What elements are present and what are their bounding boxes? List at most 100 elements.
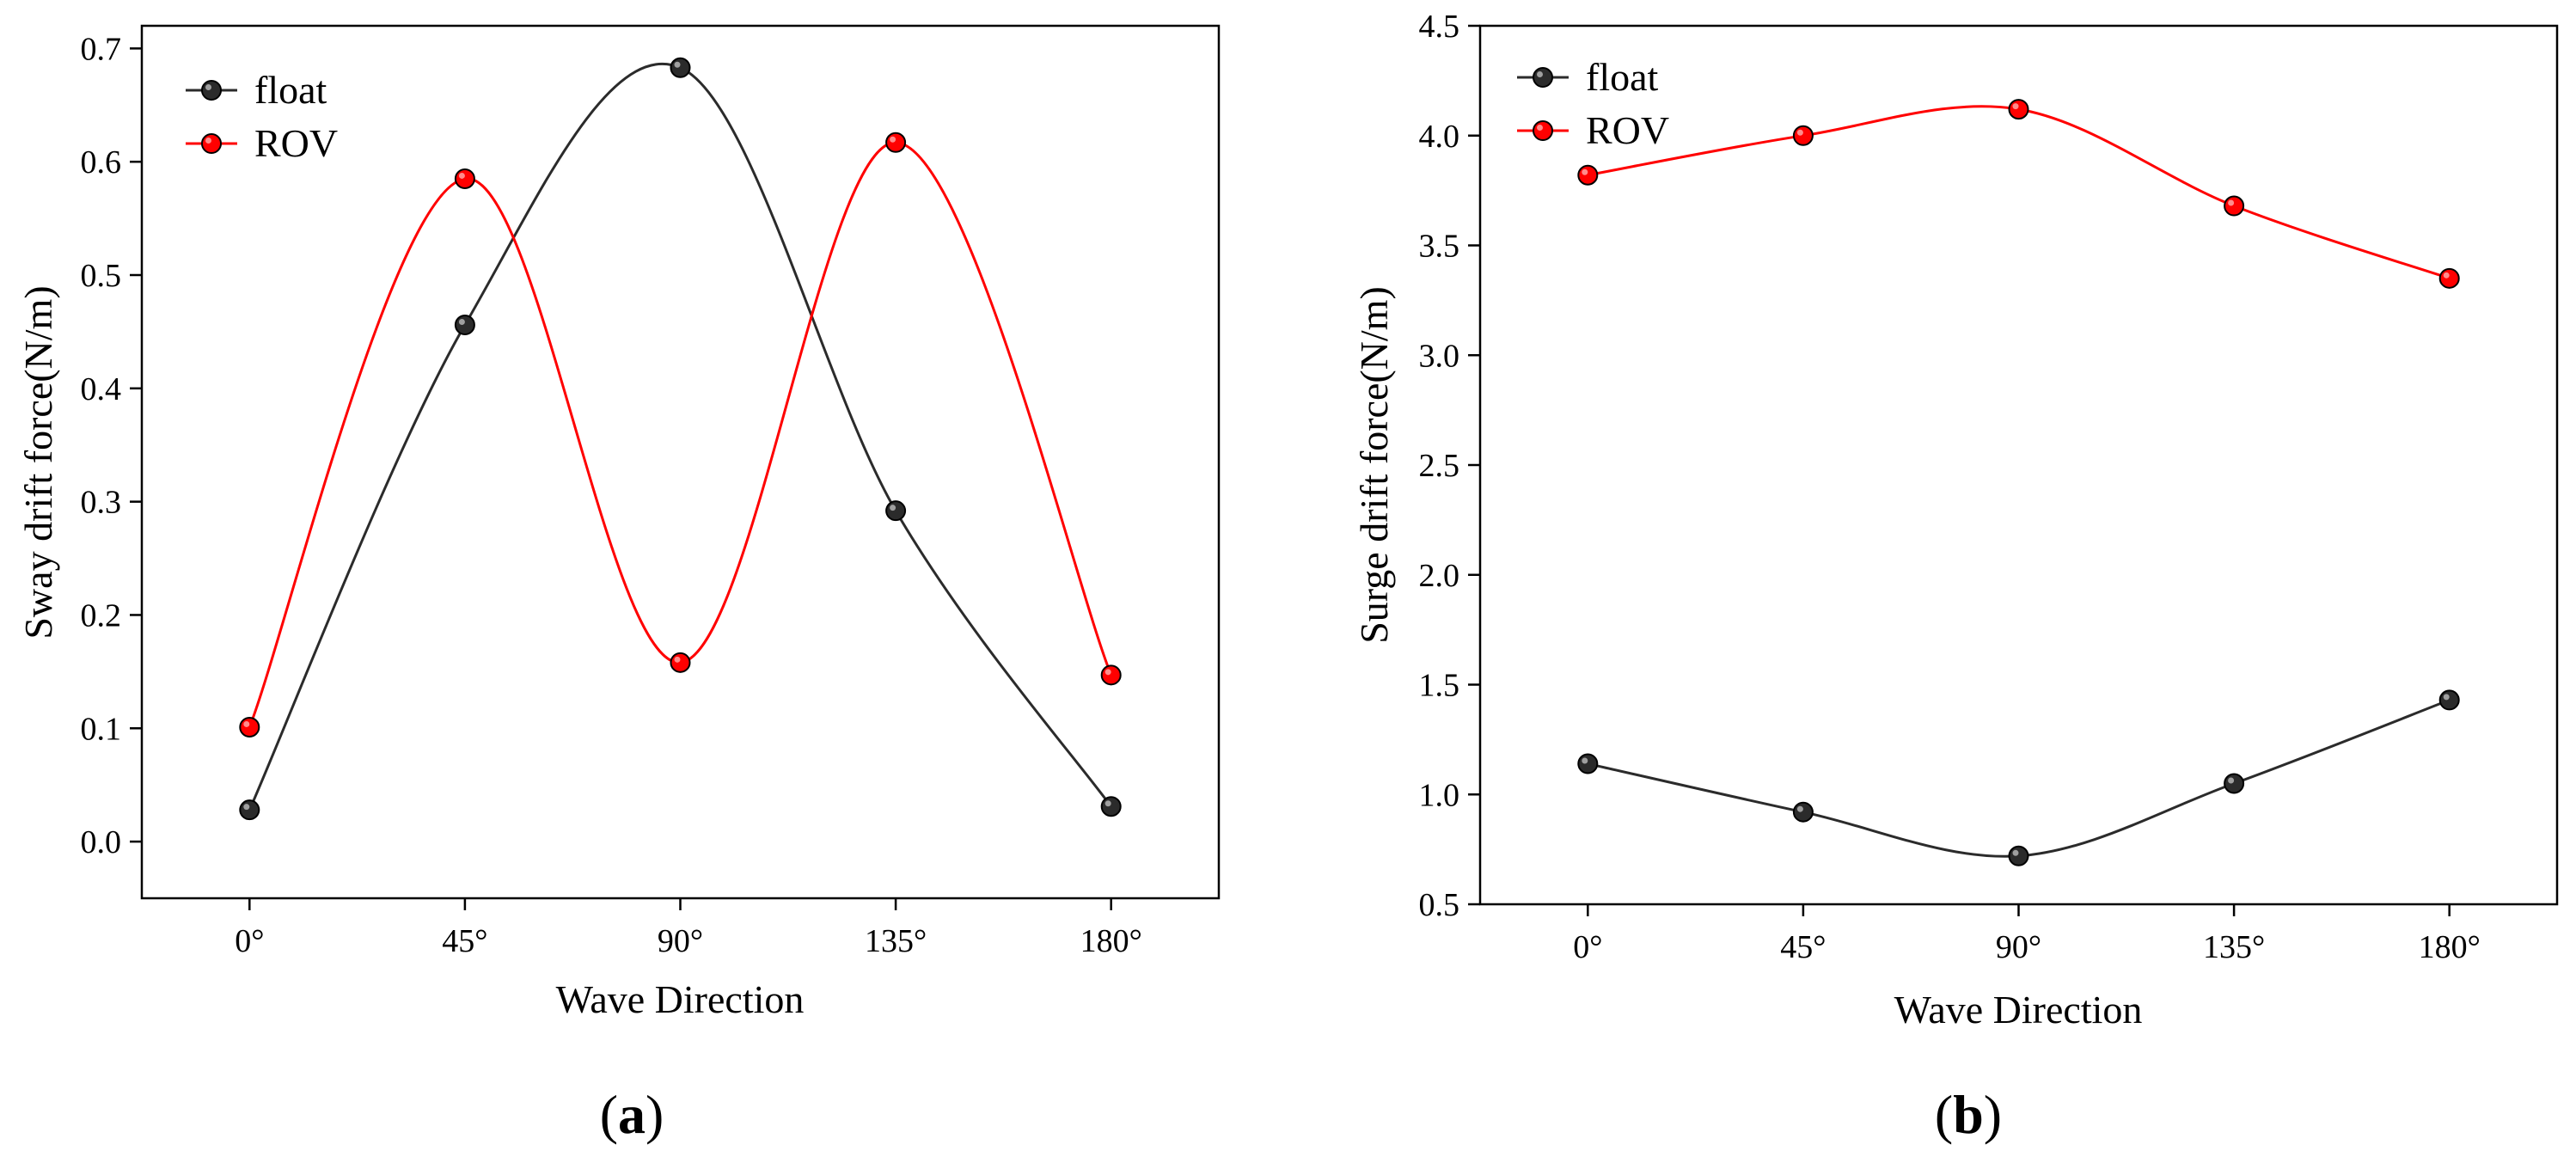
data-point-rov-highlight (458, 172, 465, 179)
panel-label-close-paren: ) (646, 1084, 664, 1145)
y-tick-label: 0.5 (81, 258, 122, 294)
data-point-float (1792, 801, 1814, 823)
x-axis-title: Wave Direction (556, 977, 805, 1021)
plot-frame (1478, 24, 2559, 906)
y-tick-label: 2.0 (1419, 558, 1460, 594)
data-point-float-highlight (2443, 694, 2450, 701)
legend-label-float: float (254, 68, 327, 112)
x-tick-label: 180° (1080, 923, 1142, 959)
y-axis-title: Sway drift force(N/m) (16, 285, 60, 639)
data-point-rov (239, 716, 260, 738)
y-tick-label: 1.5 (1419, 668, 1460, 704)
data-point-float (2438, 689, 2460, 711)
data-point-float-highlight (458, 319, 465, 325)
series-float (239, 57, 1122, 821)
legend: float ROV (186, 68, 338, 165)
data-point-rov-highlight (1582, 168, 1588, 175)
y-tick-label: 0.7 (81, 31, 122, 67)
x-tick-label: 90° (1996, 929, 2041, 965)
data-point-rov (1577, 164, 1599, 186)
data-point-rov (670, 652, 691, 673)
data-point-rov-highlight (1104, 669, 1111, 676)
x-tick-label: 135° (2203, 929, 2265, 965)
panel-label-open-paren: ( (600, 1084, 618, 1145)
data-point-float-highlight (674, 61, 681, 68)
y-tick-label: 0.3 (81, 485, 122, 521)
series-line-rov (1588, 105, 2451, 280)
chart-panel-a: 0.0 0.1 0.2 0.3 0.4 0.5 0.6 0.7 0° 45° 90° 135° 180°… (16, 24, 1221, 1145)
panel-label-close-paren: ) (1984, 1084, 2002, 1145)
data-point-float-highlight (2012, 849, 2019, 856)
y-axis-title: Surge drift force(N/m) (1352, 286, 1396, 644)
data-point-rov-highlight (243, 720, 250, 727)
legend: float ROV (1517, 55, 1669, 152)
y-tick-label: 0.4 (81, 371, 122, 407)
data-point-float (239, 799, 260, 821)
data-point-float-highlight (2228, 777, 2235, 784)
data-point-float (2008, 845, 2029, 866)
data-point-float (454, 315, 475, 335)
y-tick-label: 4.0 (1419, 119, 1460, 155)
legend-marker-float (201, 80, 222, 101)
data-point-float (2224, 773, 2245, 794)
x-tick-label: 0° (1573, 929, 1602, 965)
legend-label-rov: ROV (1586, 108, 1669, 152)
data-point-rov-highlight (674, 656, 681, 663)
legend-marker-float-highlight (1537, 71, 1543, 77)
legend-marker-float (1533, 67, 1553, 88)
x-tick-label: 180° (2419, 929, 2481, 965)
y-tick-label: 3.5 (1419, 229, 1460, 265)
panel-label: (b) (1935, 1084, 2002, 1145)
series-rov (239, 132, 1122, 738)
data-point-float (670, 57, 691, 78)
data-point-float (1577, 753, 1599, 774)
series-line-float (1587, 699, 2451, 858)
legend-label-float: float (1586, 55, 1659, 99)
y-tick-label: 0.0 (81, 824, 122, 860)
data-point-rov (2224, 195, 2245, 217)
legend-marker-rov-highlight (1537, 125, 1543, 131)
y-tick-label: 0.1 (81, 711, 122, 747)
data-point-float-highlight (1582, 757, 1588, 764)
data-point-rov-highlight (1796, 129, 1803, 136)
data-point-float (1100, 796, 1122, 817)
data-point-float-highlight (1104, 800, 1111, 807)
data-point-rov (2008, 99, 2029, 120)
data-point-rov (1792, 125, 1814, 146)
series-line-float (248, 62, 1112, 811)
y-tick-label: 4.5 (1419, 9, 1460, 45)
data-point-rov (1100, 664, 1122, 686)
data-point-rov-highlight (2443, 272, 2450, 279)
legend-marker-rov (201, 133, 222, 154)
x-tick-label: 0° (235, 923, 264, 959)
y-tick-label: 3.0 (1419, 338, 1460, 374)
y-tick-label: 0.5 (1419, 887, 1460, 923)
series-float (1577, 689, 2460, 866)
panel-label-open-paren: ( (1935, 1084, 1953, 1145)
data-point-rov-highlight (890, 136, 896, 143)
data-point-rov (2438, 267, 2460, 289)
legend-marker-rov (1533, 120, 1553, 141)
panel-label-letter: b (1953, 1084, 1984, 1145)
x-tick-label: 90° (658, 923, 703, 959)
y-tick-label: 2.5 (1419, 448, 1460, 484)
x-axis-title: Wave Direction (1894, 988, 2143, 1031)
data-point-rov (454, 168, 475, 189)
x-tick-label: 45° (442, 923, 487, 959)
data-point-float (885, 500, 907, 522)
data-point-rov (885, 132, 907, 153)
data-point-rov-highlight (2012, 103, 2019, 110)
legend-label-rov: ROV (254, 121, 338, 165)
legend-marker-float-highlight (205, 84, 211, 90)
legend-marker-rov-highlight (205, 138, 211, 144)
chart-panel-b: 0.5 1.0 1.5 2.0 2.5 3.0 3.5 4.0 4.5 0° 45° 90° 135° 1… (1352, 9, 2559, 1145)
data-point-float-highlight (1796, 805, 1803, 812)
data-point-float-highlight (890, 505, 896, 511)
data-point-float-highlight (243, 804, 250, 811)
x-tick-label: 45° (1780, 929, 1826, 965)
y-tick-label: 0.6 (81, 144, 122, 181)
x-tick-label: 135° (865, 923, 927, 959)
panel-label: (a) (600, 1084, 664, 1145)
data-point-rov-highlight (2228, 199, 2235, 206)
